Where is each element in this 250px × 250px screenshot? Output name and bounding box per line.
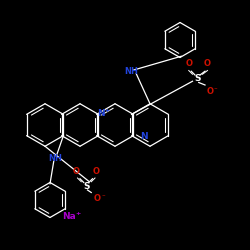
Text: O: O bbox=[206, 87, 214, 96]
Text: ⁻: ⁻ bbox=[102, 194, 105, 200]
Text: O: O bbox=[185, 59, 192, 68]
Text: NH: NH bbox=[124, 67, 138, 76]
Text: NH: NH bbox=[48, 154, 62, 163]
Text: +: + bbox=[76, 211, 81, 216]
Text: Na: Na bbox=[62, 212, 76, 221]
Text: O: O bbox=[93, 167, 100, 176]
Text: S: S bbox=[83, 182, 89, 191]
Text: N: N bbox=[98, 108, 105, 118]
Text: O: O bbox=[73, 167, 80, 176]
Text: N: N bbox=[140, 132, 148, 141]
Text: O: O bbox=[204, 59, 211, 68]
Text: ⁻: ⁻ bbox=[214, 87, 218, 93]
Text: O: O bbox=[94, 194, 101, 203]
Text: S: S bbox=[194, 74, 201, 83]
Text: +: + bbox=[104, 108, 110, 112]
